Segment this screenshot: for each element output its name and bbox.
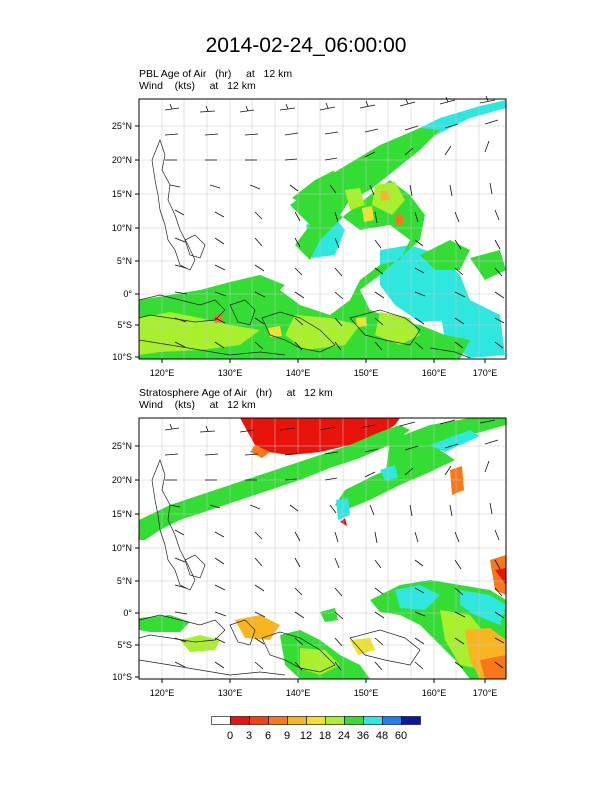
colorbar-swatch bbox=[287, 716, 307, 725]
panel1-map: 25°N 20°N 15°N 10°N 5°N 0° 5°S 10°S 120°… bbox=[112, 95, 507, 378]
panel2-grid bbox=[139, 418, 506, 679]
panel1-wind-label: Wind (kts) at 12 km bbox=[139, 80, 256, 92]
colorbar-swatch bbox=[306, 716, 326, 725]
panel2-lat-tick: 25°N bbox=[112, 441, 132, 451]
panel2-lat-tick: 10°S bbox=[112, 672, 132, 682]
panel2-lat-tick: 0° bbox=[123, 608, 132, 618]
panel1-lon-tick: 170°E bbox=[473, 368, 498, 378]
panel2-lat-tick: 15°N bbox=[112, 509, 132, 519]
panel1-lat-tick: 10°N bbox=[112, 223, 132, 233]
panel2-map: 25°N 20°N 15°N 10°N 5°N 0° 5°S 10°S 120°… bbox=[112, 417, 507, 698]
panel1-lat-tick: 5°N bbox=[117, 256, 132, 266]
colorbar-swatch bbox=[230, 716, 250, 725]
panel1-lat-tick: 10°S bbox=[112, 352, 132, 362]
colorbar-tick-label: 24 bbox=[337, 730, 351, 742]
colorbar-swatch bbox=[211, 716, 231, 725]
panel2-wind-label: Wind (kts) at 12 km bbox=[139, 399, 256, 411]
panel1-lat-tick: 20°N bbox=[112, 155, 132, 165]
panel1-lon-tick: 150°E bbox=[354, 368, 379, 378]
panel2-wind-barbs bbox=[164, 419, 505, 671]
colorbar-tick-label: 18 bbox=[318, 730, 332, 742]
panel2-field bbox=[139, 418, 506, 679]
panel1-lat-tick: 5°S bbox=[117, 320, 132, 330]
plot-title: 2014-02-24_06:00:00 bbox=[205, 34, 407, 57]
panel2-lon-tick: 150°E bbox=[354, 688, 379, 698]
panel2-lon-tick: 140°E bbox=[286, 688, 311, 698]
panel1-frame bbox=[138, 98, 507, 360]
colorbar-swatch bbox=[344, 716, 364, 725]
colorbar-swatch bbox=[363, 716, 383, 725]
panel2-lat-tick: 5°S bbox=[117, 640, 132, 650]
panel2-lat-tick: 20°N bbox=[112, 475, 132, 485]
colorbar-tick-label: 9 bbox=[283, 730, 291, 742]
panel1-grid bbox=[139, 99, 506, 359]
panel1-variable-label: PBL Age of Air (hr) at 12 km bbox=[139, 68, 293, 80]
colorbar-swatch bbox=[268, 716, 288, 725]
panel2-variable-label: Stratosphere Age of Air (hr) at 12 km bbox=[139, 387, 333, 399]
panel1-wind-barbs bbox=[164, 95, 505, 351]
colorbar-swatch bbox=[325, 716, 345, 725]
colorbar bbox=[211, 716, 421, 725]
panel1-lon-tick: 160°E bbox=[422, 368, 447, 378]
colorbar-tick-label: 60 bbox=[394, 730, 408, 742]
panel2-lon-tick: 120°E bbox=[150, 688, 175, 698]
colorbar-swatch bbox=[249, 716, 269, 725]
panel2-lat-tick: 10°N bbox=[112, 543, 132, 553]
panel1-lon-tick: 120°E bbox=[150, 368, 175, 378]
panel1-lon-tick: 130°E bbox=[218, 368, 243, 378]
panel1-lat-tick: 25°N bbox=[112, 121, 132, 131]
colorbar-tick-label: 6 bbox=[264, 730, 272, 742]
panel2-ticks bbox=[135, 445, 486, 683]
panel1-lon-tick: 140°E bbox=[286, 368, 311, 378]
colorbar-tick-label: 36 bbox=[356, 730, 370, 742]
colorbar-swatch bbox=[382, 716, 402, 725]
panel2-lon-tick: 170°E bbox=[473, 688, 498, 698]
panel2-lat-tick: 5°N bbox=[117, 576, 132, 586]
colorbar-tick-label: 12 bbox=[299, 730, 313, 742]
panel1-lat-tick: 0° bbox=[123, 289, 132, 299]
panel2-lon-tick: 160°E bbox=[422, 688, 447, 698]
colorbar-tick-label: 0 bbox=[226, 730, 234, 742]
colorbar-swatch bbox=[401, 716, 421, 725]
panel1-field bbox=[139, 100, 506, 359]
colorbar-tick-label: 3 bbox=[245, 730, 253, 742]
panel1-lat-tick: 15°N bbox=[112, 189, 132, 199]
panel1-ticks bbox=[135, 125, 486, 363]
colorbar-tick-label: 48 bbox=[375, 730, 389, 742]
panel2-lon-tick: 130°E bbox=[218, 688, 243, 698]
